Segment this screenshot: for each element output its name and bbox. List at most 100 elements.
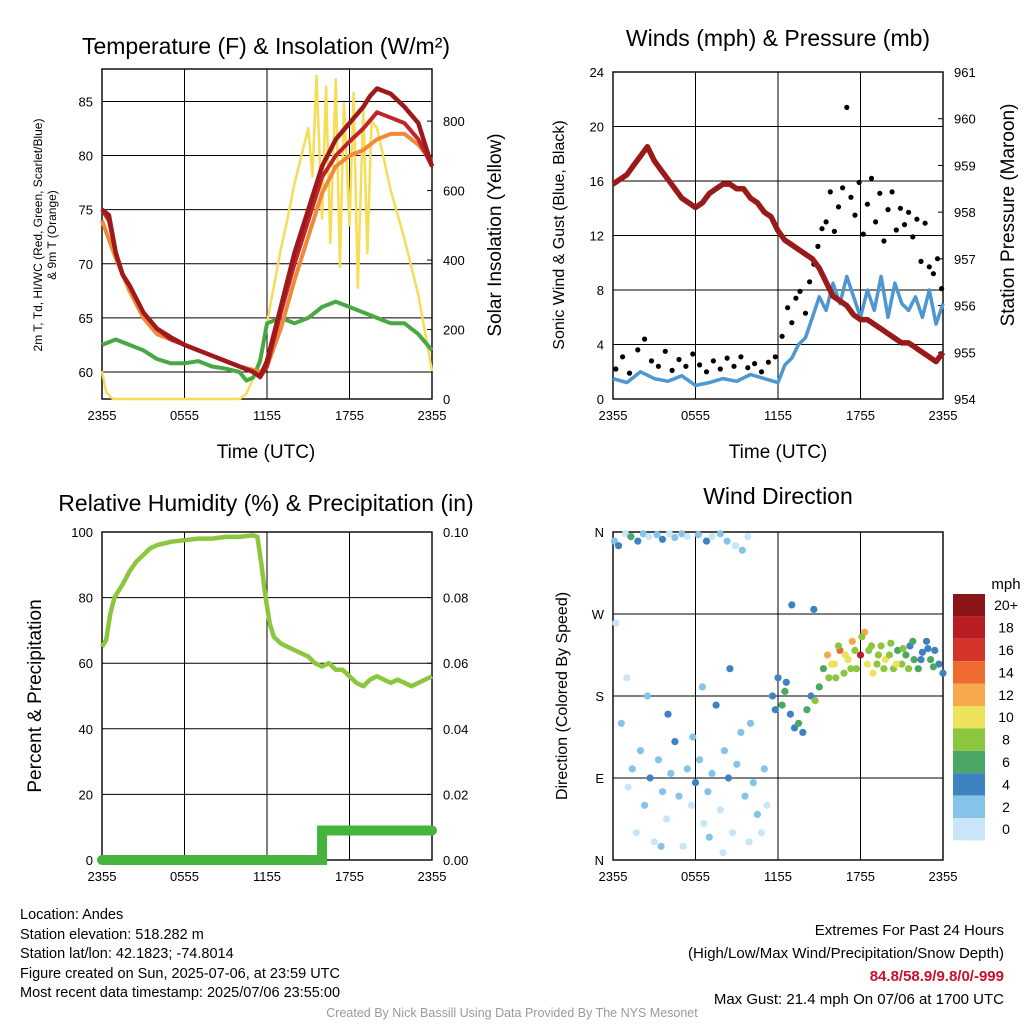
wdir-ytick-label-left: S [595,689,604,704]
gust-point [885,207,891,213]
winds-ytick-label-left: 16 [590,174,604,189]
gust-point [889,189,895,195]
gust-point [772,354,778,360]
temp-ytick-label-left: 85 [79,94,93,109]
gust-point [626,370,633,376]
winds-ytick-label-right: 957 [954,252,976,267]
winds-ytick-label-left: 20 [590,120,604,135]
figure-created: Figure created on Sun, 2025-07-06, at 23… [20,965,340,982]
winds-ytick-label-left: 12 [590,229,604,244]
gust-point [655,363,662,369]
wdir-point [807,692,815,700]
wdir-point [856,651,865,659]
wdir-point [863,660,872,668]
wdir-point [899,645,907,653]
wdir-point [869,669,877,677]
recent-timestamp: Most recent data timestamp: 2025/07/06 2… [20,985,341,1001]
wdir-point [894,646,902,655]
wdir-point [610,537,619,545]
wdir-point [788,601,796,609]
temp-panel-title: Temperature (F) & Insolation (W/m²) [82,33,450,59]
rh-ytick-label-right: 0.02 [443,787,468,802]
rh-xtick-label: 0555 [170,869,199,884]
wdir-point [665,530,674,538]
wdir-point [774,674,782,682]
wdir-ytick-label-left: W [592,607,605,622]
colorbar-label: 20+ [994,597,1018,613]
rh-plot-area: 2355 0555 1155 1755 23550204060801000.000.02… [71,525,468,884]
wdir-point [832,674,840,682]
gust-point [877,190,883,196]
wdir-point [689,733,697,741]
wdir-point [768,692,777,700]
wdir-point [905,665,913,673]
winds-xtick-label: 1155 [764,408,792,423]
winds-ytick-label-left: 24 [590,65,604,80]
wdir-point [810,605,818,614]
wdir-point [671,533,679,542]
gust-point [868,175,875,181]
gust-point [635,347,641,353]
wdir-point [639,530,647,538]
station-location: Location: Andes [20,907,124,923]
colorbar-swatch [953,594,985,617]
winds-series-pressure [611,143,946,365]
gust-point [738,354,744,360]
colorbar-label: 16 [998,642,1014,658]
temp-series-heat_index [100,86,435,379]
colorbar-swatch [953,661,985,684]
gust-point [910,234,916,240]
colorbar-label: 10 [998,709,1014,725]
gust-point [793,295,799,301]
wdir-point [729,829,737,837]
extremes-values: 84.8/58.9/9.8/0/-999 [869,968,1004,985]
colorbar-label: 12 [998,687,1014,703]
winds-xlabel: Time (UTC) [729,442,828,463]
wdir-point [636,747,645,755]
wdir-point [627,533,635,541]
wdir-ytick-label-left: N [595,525,604,540]
wdir-point [873,660,881,668]
wdir-point [902,651,910,659]
gust-point [662,348,668,354]
colorbar-swatch [953,818,985,841]
wdir-point [898,660,906,668]
wdir-point [708,533,716,541]
wdir-point [700,820,708,828]
wdir-point [745,838,753,846]
rh-xtick-label: 2355 [88,869,117,884]
wdir-frame [612,531,944,861]
wdir-point [643,692,652,700]
wdir-point [737,728,745,737]
gust-point [823,219,829,225]
max-gust: Max Gust: 21.4 mph On 07/06 at 1700 UTC [713,991,1004,1008]
wdir-point [683,765,691,773]
winds-xtick-label: 2355 [599,408,628,423]
colorbar-swatch [953,795,985,818]
gust-point [934,256,941,262]
temp-ytick-label-right: 200 [443,323,465,338]
temp-ytick-label-right: 600 [443,184,465,199]
gust-point [844,104,850,110]
winds-xtick-label: 2355 [929,408,958,423]
colorbar-label: 0 [1002,821,1010,837]
gust-point [819,226,825,232]
gust-point [642,336,648,342]
wdir-point [664,710,672,718]
gust-point [864,201,871,207]
winds-ytick-label-right: 959 [954,158,976,173]
colorbar-label: 6 [1002,754,1010,770]
rh-series-precip [97,825,437,865]
gust-point [697,362,703,368]
winds-ytick-label-right: 961 [954,65,976,80]
gust-point [758,369,765,375]
wdir-ytick-label-left: N [595,853,604,868]
temp-xtick-label: 0555 [170,408,199,423]
wdir-point [634,537,642,545]
gust-point [815,243,821,249]
wdir-point [819,665,828,673]
winds-ylabel-left: Sonic Wind & Gust (Blue, Black) [551,120,568,349]
wdir-point [694,531,702,539]
wdir-point [771,706,779,714]
wdir-point [781,687,789,696]
